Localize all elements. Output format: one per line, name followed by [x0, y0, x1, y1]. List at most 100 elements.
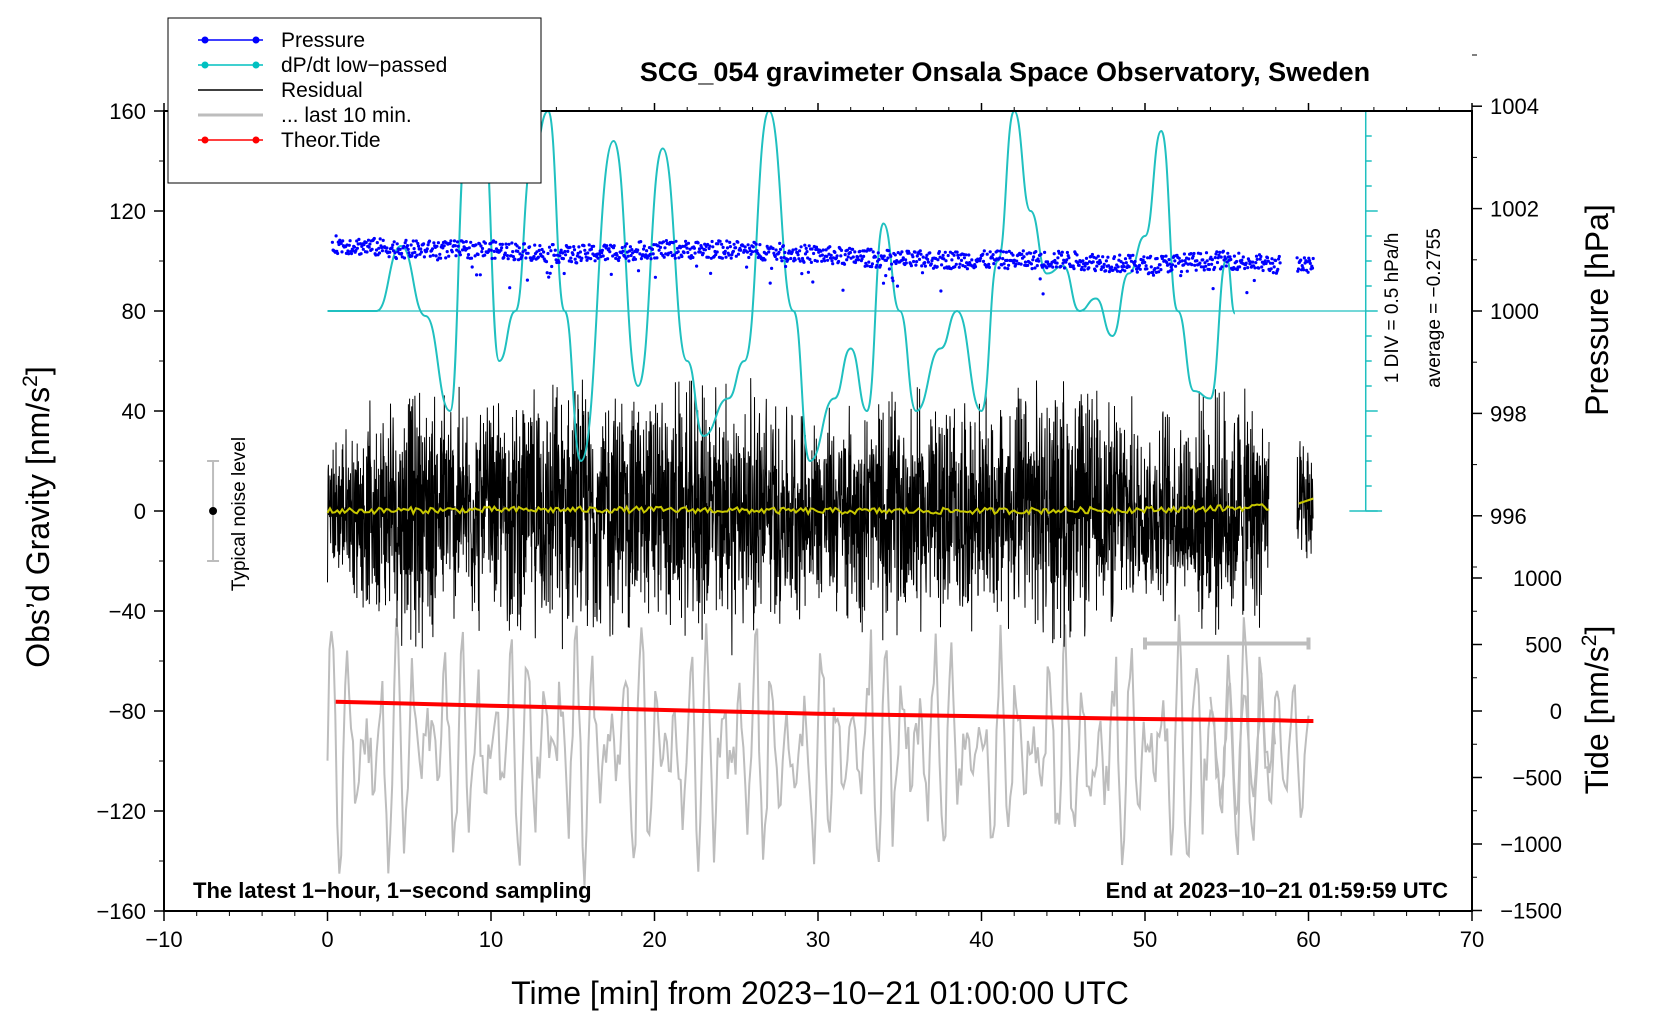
pressure-point [505, 254, 510, 258]
pressure-point [669, 250, 673, 255]
pressure-point [828, 256, 833, 260]
pressure-point [895, 284, 900, 288]
pressure-point [1043, 250, 1047, 254]
pressure-point [416, 241, 420, 246]
pressure-point [1035, 264, 1039, 268]
pressure-point [943, 250, 947, 254]
tide-axis-label: Tide [nm/s2] [1578, 626, 1615, 795]
pressure-point [1101, 265, 1106, 269]
pressure-point [1173, 259, 1177, 263]
pressure-point [1130, 269, 1134, 273]
pressure-point [937, 250, 942, 254]
pressure-point [1059, 264, 1063, 268]
pressure-point [402, 244, 406, 248]
pressure-point [942, 257, 946, 261]
y-tick-label: −120 [96, 799, 146, 824]
pressure-point [1229, 257, 1233, 262]
pressure-point [586, 251, 590, 255]
tide-tick-label: 0 [1550, 699, 1562, 724]
pressure-point [1265, 256, 1270, 260]
pressure-point [589, 257, 593, 261]
pressure-point [773, 254, 777, 259]
pressure-point [1001, 257, 1005, 261]
pressure-point [805, 250, 809, 254]
pressure-point [425, 247, 429, 251]
pressure-point [803, 243, 807, 247]
pressure-point [1031, 258, 1035, 262]
pressure-point [611, 254, 615, 258]
pressure-point [1157, 270, 1161, 274]
pressure-point [367, 245, 371, 249]
pressure-point [809, 260, 814, 264]
pressure-point [685, 246, 689, 250]
pressure-point [334, 234, 338, 238]
pressure-point [569, 260, 574, 264]
pressure-point [731, 249, 736, 253]
x-tick-label: 30 [806, 927, 830, 952]
pressure-point [988, 250, 992, 254]
pressure-point [1091, 260, 1095, 264]
pressure-point [686, 241, 691, 245]
pressure-point [510, 241, 514, 245]
pressure-point [800, 272, 804, 276]
pressure-point [516, 249, 520, 253]
pressure-point [1179, 274, 1183, 278]
pressure-point [511, 255, 515, 259]
pressure-point [672, 253, 677, 257]
pressure-point [1307, 256, 1311, 260]
pressure-point [1276, 267, 1280, 271]
pressure-point [625, 242, 629, 246]
pressure-point [461, 240, 465, 244]
pressure-point [878, 263, 883, 267]
pressure-point [377, 251, 382, 255]
pressure-point [600, 248, 605, 252]
pressure-point [935, 265, 939, 269]
pressure-point [504, 242, 508, 246]
pressure-point [839, 248, 844, 252]
series-layer [207, 110, 1383, 886]
pressure-point [355, 246, 359, 250]
last-10-min-line-tail [1209, 672, 1310, 818]
pressure-point [1232, 254, 1236, 258]
pressure-point [778, 247, 783, 251]
pressure-point [923, 264, 928, 268]
x-tick-label: 50 [1133, 927, 1157, 952]
pressure-point [923, 261, 927, 265]
pressure-point [956, 256, 961, 260]
pressure-point [656, 244, 660, 248]
pressure-point [1193, 263, 1197, 267]
pressure-point [458, 253, 462, 257]
pressure-point [957, 265, 961, 269]
pressure-point [1171, 263, 1175, 267]
pressure-point [578, 250, 583, 254]
legend-marker [201, 61, 209, 69]
pressure-point [695, 264, 699, 268]
legend-entry: ... last 10 min. [198, 104, 412, 127]
pressure-point [821, 248, 825, 252]
pressure-point [352, 245, 357, 249]
pressure-point [1244, 261, 1248, 265]
pressure-point [455, 240, 460, 244]
pressure-point [1215, 260, 1220, 265]
pressure-point [758, 243, 762, 247]
pressure-point [998, 249, 1003, 253]
y-tick-label: 120 [109, 199, 146, 224]
pressure-point [503, 251, 507, 255]
pressure-point [720, 242, 724, 246]
pressure-point [751, 245, 755, 249]
pressure-point [780, 259, 784, 263]
pressure-point [1032, 255, 1036, 259]
pressure-point [1217, 253, 1221, 257]
pressure-point [1266, 259, 1270, 263]
pressure-point [1210, 258, 1214, 262]
pressure-point [1059, 253, 1064, 257]
pressure-point [918, 249, 922, 253]
pressure-point [355, 239, 359, 243]
pressure-point [1310, 266, 1315, 270]
pressure-point [825, 254, 829, 258]
tide-axis-label-end: ] [1579, 626, 1615, 635]
pressure-point [1119, 260, 1123, 264]
pressure-point [889, 254, 893, 258]
pressure-point [886, 256, 890, 260]
